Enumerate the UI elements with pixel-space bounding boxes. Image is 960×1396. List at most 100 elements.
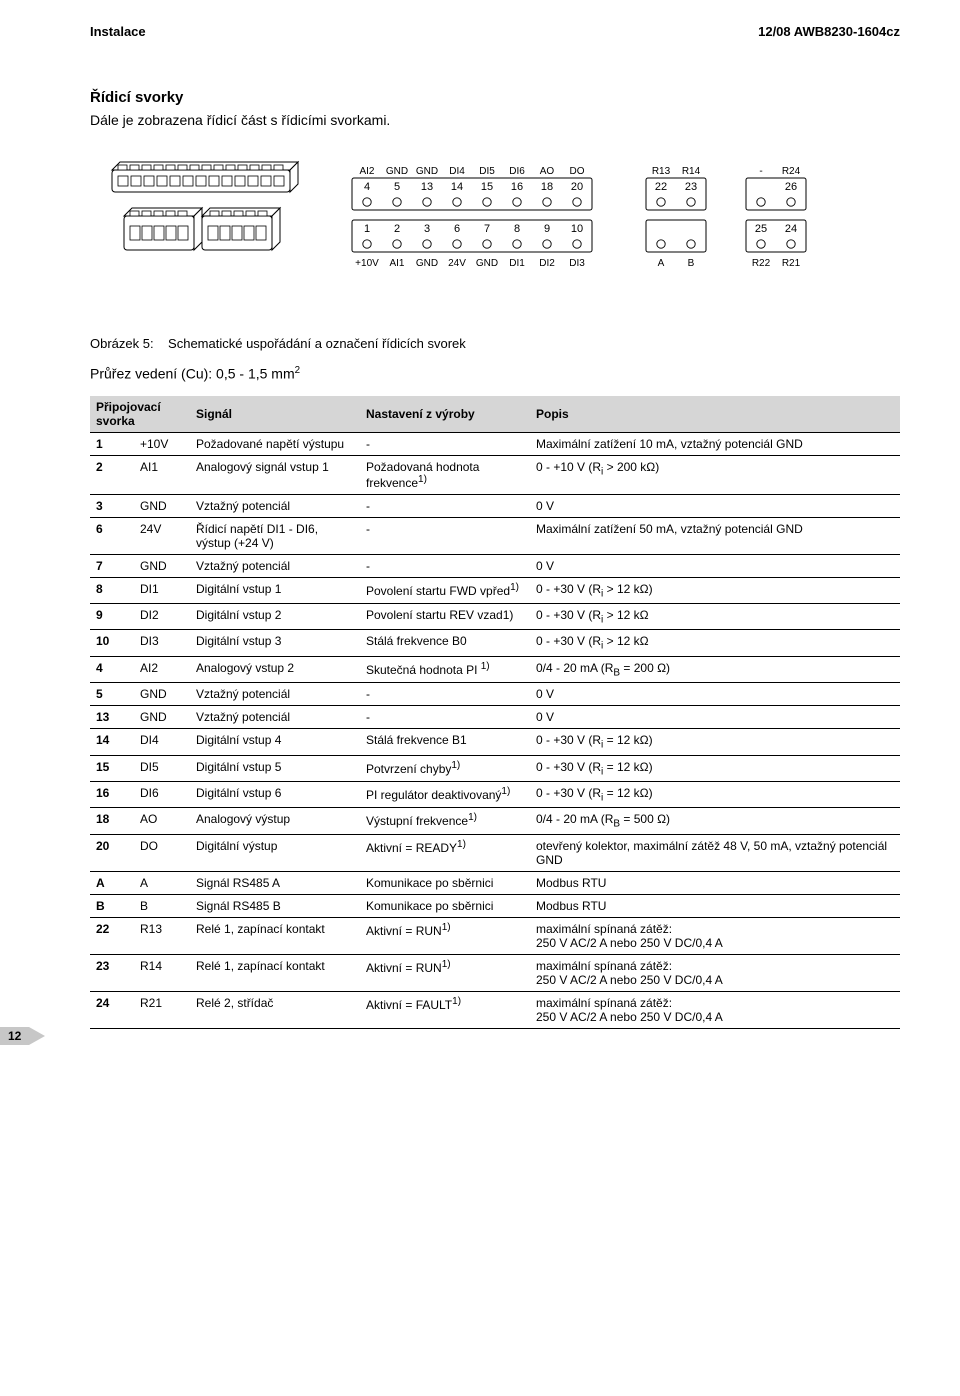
table-row: 14DI4Digitální vstup 4Stálá frekvence B1… [90,729,900,755]
cell-code: AI2 [134,656,190,682]
cell-signal: Digitální výstup [190,834,360,871]
table-row: 23R14Relé 1, zapínací kontaktAktivní = R… [90,954,900,991]
cell-terminal: 16 [90,782,134,808]
cell-terminal: B [90,894,134,917]
cell-code: DI3 [134,630,190,656]
cell-setting: Potvrzení chyby1) [360,755,530,781]
table-row: 9DI2Digitální vstup 2Povolení startu REV… [90,604,900,630]
cell-signal: Analogový signál vstup 1 [190,455,360,494]
svg-text:DI3: DI3 [569,258,585,269]
svg-text:AI2: AI2 [359,166,374,177]
svg-text:R22: R22 [752,258,771,269]
cell-signal: Relé 1, zapínací kontakt [190,917,360,954]
cell-setting: Povolení startu FWD vpřed1) [360,577,530,603]
cell-code: DI5 [134,755,190,781]
page-header: Instalace 12/08 AWB8230-1604cz [90,24,900,39]
svg-text:5: 5 [394,181,400,193]
cell-signal: Digitální vstup 2 [190,604,360,630]
svg-text:DI6: DI6 [509,166,525,177]
svg-text:GND: GND [416,258,438,269]
cell-setting: Komunikace po sběrnici [360,871,530,894]
cell-terminal: 6 [90,517,134,554]
svg-text:A: A [658,258,665,269]
th-nastaveni: Nastavení z výroby [360,396,530,433]
cell-desc: Maximální zatížení 10 mA, vztažný potenc… [530,432,900,455]
svg-text:3: 3 [424,223,430,235]
svg-text:R21: R21 [782,258,801,269]
table-row: 15DI5Digitální vstup 5Potvrzení chyby1)0… [90,755,900,781]
cell-signal: Analogový vstup 2 [190,656,360,682]
table-row: 24R21Relé 2, střídačAktivní = FAULT1)max… [90,991,900,1028]
cell-signal: Digitální vstup 4 [190,729,360,755]
svg-text:9: 9 [544,223,550,235]
cell-code: GND [134,683,190,706]
cell-code: R21 [134,991,190,1028]
cell-desc: 0 - +30 V (Ri > 12 kΩ [530,630,900,656]
svg-text:25: 25 [755,223,767,235]
cell-signal: Vztažný potenciál [190,706,360,729]
section-subtitle: Dále je zobrazena řídicí část s řídicími… [90,112,900,128]
cell-setting: Povolení startu REV vzad1) [360,604,530,630]
cell-signal: Signál RS485 B [190,894,360,917]
cell-signal: Vztažný potenciál [190,683,360,706]
cell-desc: maximální spínaná zátěž:250 V AC/2 A neb… [530,991,900,1028]
cell-terminal: 7 [90,554,134,577]
svg-text:16: 16 [511,181,523,193]
svg-text:DI4: DI4 [449,166,465,177]
terminal-diagram: AI2GNDGNDDI4DI5DI6AODO451314151618201236… [90,152,900,312]
cell-code: DI2 [134,604,190,630]
svg-text:+10V: +10V [355,258,379,269]
svg-text:10: 10 [571,223,583,235]
cell-signal: Digitální vstup 3 [190,630,360,656]
cell-setting: Stálá frekvence B1 [360,729,530,755]
cell-terminal: 14 [90,729,134,755]
svg-text:DI2: DI2 [539,258,555,269]
svg-text:14: 14 [451,181,463,193]
svg-text:24V: 24V [448,258,466,269]
cell-signal: Požadované napětí výstupu [190,432,360,455]
svg-text:2: 2 [394,223,400,235]
th-signal: Signál [190,396,360,433]
cell-setting: PI regulátor deaktivovaný1) [360,782,530,808]
svg-text:26: 26 [785,181,797,193]
cell-desc: maximální spínaná zátěž:250 V AC/2 A neb… [530,917,900,954]
cell-desc: 0 - +30 V (Ri > 12 kΩ) [530,577,900,603]
cell-terminal: 10 [90,630,134,656]
cell-desc: 0 - +30 V (Ri = 12 kΩ) [530,782,900,808]
svg-text:DI5: DI5 [479,166,495,177]
figure-caption-text: Schematické uspořádání a označení řídicí… [168,336,466,351]
table-row: 16DI6Digitální vstup 6PI regulátor deakt… [90,782,900,808]
cell-signal: Vztažný potenciál [190,554,360,577]
svg-text:7: 7 [484,223,490,235]
svg-text:18: 18 [541,181,553,193]
cell-signal: Digitální vstup 6 [190,782,360,808]
table-row: BBSignál RS485 BKomunikace po sběrniciMo… [90,894,900,917]
th-popis: Popis [530,396,900,433]
cell-code: AO [134,808,190,834]
svg-text:B: B [688,258,695,269]
svg-text:4: 4 [364,181,370,193]
svg-text:DO: DO [570,166,585,177]
cell-code: DI1 [134,577,190,603]
svg-text:GND: GND [416,166,438,177]
svg-text:GND: GND [386,166,408,177]
cell-setting: Komunikace po sběrnici [360,894,530,917]
cell-signal: Digitální vstup 5 [190,755,360,781]
cell-terminal: 2 [90,455,134,494]
svg-text:AI1: AI1 [389,258,404,269]
cell-terminal: 5 [90,683,134,706]
table-row: 7GNDVztažný potenciál-0 V [90,554,900,577]
cell-signal: Řídicí napětí DI1 - DI6, výstup (+24 V) [190,517,360,554]
svg-text:1: 1 [364,223,370,235]
page-number-arrow-icon [29,1027,45,1045]
cell-desc: Maximální zatížení 50 mA, vztažný potenc… [530,517,900,554]
cell-terminal: 20 [90,834,134,871]
cell-setting: Skutečná hodnota PI 1) [360,656,530,682]
cell-desc: 0 - +30 V (Ri > 12 kΩ [530,604,900,630]
table-row: AASignál RS485 AKomunikace po sběrniciMo… [90,871,900,894]
cell-code: DO [134,834,190,871]
figure-caption: Obrázek 5: Schematické uspořádání a ozna… [90,336,900,351]
svg-text:24: 24 [785,223,797,235]
header-right: 12/08 AWB8230-1604cz [758,24,900,39]
cell-signal: Relé 1, zapínací kontakt [190,954,360,991]
